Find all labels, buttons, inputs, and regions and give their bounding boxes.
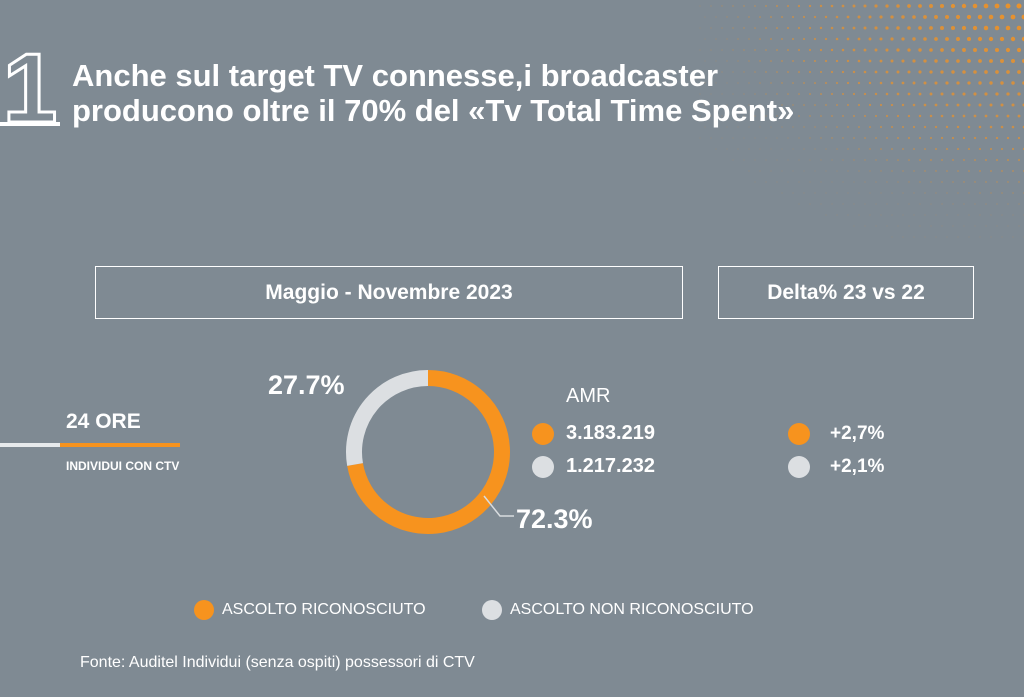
title-line-1: Anche sul target TV connesse,i broadcast…: [72, 58, 719, 93]
orange-dot-icon: [788, 423, 810, 445]
delta-row: +2,1%: [788, 456, 884, 478]
svg-text:1: 1: [3, 40, 58, 128]
amr-value: 3.183.219: [566, 422, 655, 444]
delta-value: +2,7%: [830, 423, 885, 444]
orange-dot-icon: [194, 600, 214, 620]
delta-header: Delta% 23 vs 22: [718, 266, 974, 319]
hours-underline: [0, 443, 180, 447]
grey-dot-icon: [482, 600, 502, 620]
grey-dot-icon: [788, 456, 810, 478]
hours-label: 24 ORE: [66, 410, 141, 433]
slice-leader-line: [483, 495, 514, 517]
amr-title: AMR: [566, 385, 611, 407]
amr-row: 1.217.232: [532, 455, 655, 478]
legend-item: ASCOLTO RICONOSCIUTO: [194, 600, 426, 620]
delta-row: +2,7%: [788, 423, 884, 445]
target-label: INDIVIDUI CON CTV: [66, 459, 180, 473]
donut-slice-non-riconosciuto: [346, 370, 429, 466]
legend-item: ASCOLTO NON RICONOSCIUTO: [482, 600, 754, 620]
title-line-2: producono oltre il 70% del «Tv Total Tim…: [72, 93, 795, 128]
amr-value: 1.217.232: [566, 455, 655, 477]
slice-label-riconosciuto: 72.3%: [516, 504, 593, 534]
page-title: Anche sul target TV connesse,i broadcast…: [72, 58, 972, 128]
period-header: Maggio - Novembre 2023: [95, 266, 683, 319]
slide-number: 1: [0, 40, 60, 128]
legend-label: ASCOLTO RICONOSCIUTO: [222, 601, 426, 618]
source-note: Fonte: Auditel Individui (senza ospiti) …: [80, 654, 475, 671]
delta-value: +2,1%: [830, 456, 885, 477]
amr-row: 3.183.219: [532, 422, 655, 445]
orange-dot-icon: [532, 422, 554, 445]
legend-label: ASCOLTO NON RICONOSCIUTO: [510, 601, 754, 618]
grey-dot-icon: [532, 455, 554, 478]
donut-slice-riconosciuto: [347, 370, 510, 534]
slice-label-non-riconosciuto: 27.7%: [268, 370, 345, 400]
